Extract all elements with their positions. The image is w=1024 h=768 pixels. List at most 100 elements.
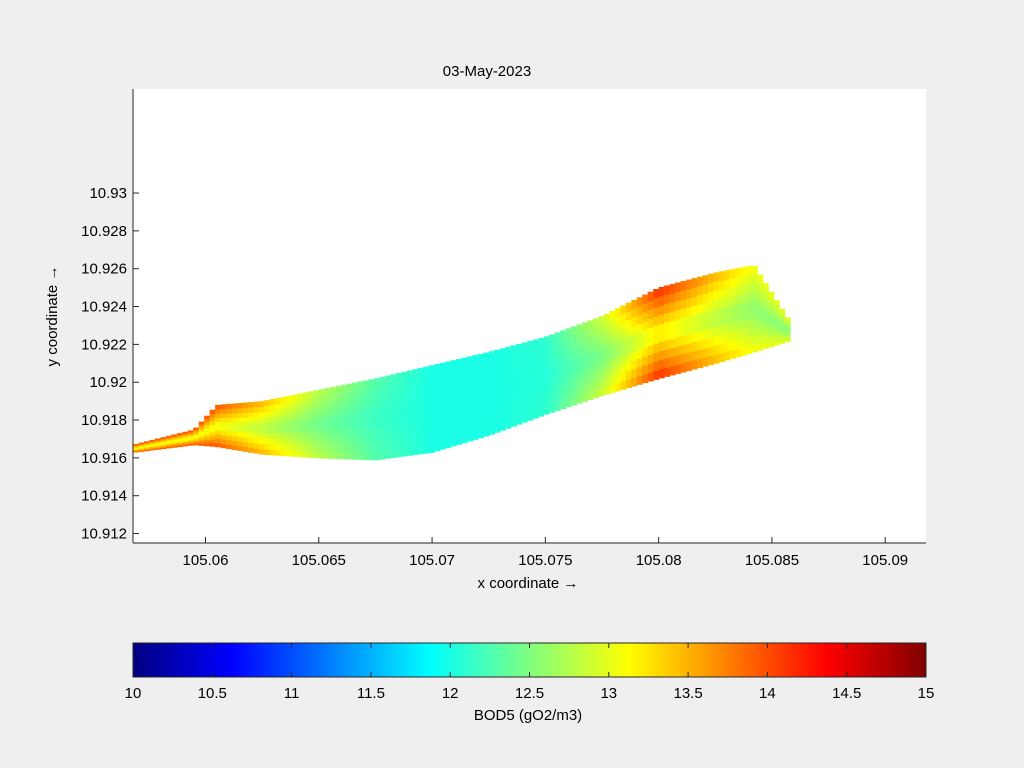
- colorbar-tick-label: 10: [125, 685, 142, 702]
- colorbar: [132, 642, 927, 678]
- field-cell: [395, 389, 402, 399]
- field-cell: [165, 438, 172, 441]
- field-cell: [133, 451, 140, 453]
- field-cell: [198, 440, 205, 444]
- field-cell: [242, 412, 249, 418]
- field-cell: [620, 313, 627, 323]
- field-cell: [472, 422, 479, 432]
- field-cell: [450, 403, 457, 413]
- field-cell: [406, 429, 413, 439]
- field-cell: [231, 426, 238, 432]
- field-cell: [773, 309, 780, 315]
- field-cell: [138, 444, 145, 446]
- field-cell: [768, 341, 775, 348]
- field-cell: [346, 451, 353, 460]
- field-cell: [379, 376, 386, 386]
- field-cell: [165, 443, 172, 445]
- x-tick-label: 105.075: [518, 552, 572, 569]
- field-cell: [516, 351, 523, 361]
- field-cell: [510, 361, 517, 371]
- field-cell: [483, 419, 490, 429]
- field-cell: [768, 291, 775, 298]
- field-cell: [226, 430, 233, 436]
- y-tick-label: 10.916: [81, 450, 127, 467]
- field-cell: [160, 445, 167, 447]
- field-cell: [297, 393, 304, 401]
- field-cell: [779, 329, 786, 334]
- field-cell: [614, 357, 621, 367]
- field-cell: [768, 302, 775, 309]
- field-cell: [598, 324, 605, 333]
- field-cell: [757, 274, 764, 283]
- field-cell: [226, 435, 233, 441]
- field-cell: [538, 337, 545, 347]
- field-cell: [297, 425, 304, 432]
- field-cell: [187, 433, 194, 436]
- field-cell: [138, 446, 145, 448]
- field-cell: [598, 363, 605, 373]
- field-cell: [198, 435, 205, 439]
- field-cell: [297, 412, 304, 420]
- field-cell: [193, 431, 200, 434]
- field-cell: [631, 334, 638, 344]
- field-cell: [636, 305, 643, 316]
- field-cell: [505, 371, 512, 380]
- field-cell: [357, 412, 364, 421]
- field-cell: [592, 342, 600, 351]
- field-cell: [193, 439, 200, 442]
- field-cell: [220, 421, 227, 427]
- field-cell: [642, 294, 649, 304]
- field-cell: [636, 314, 643, 324]
- field-cell: [603, 313, 610, 323]
- field-cell: [483, 410, 490, 420]
- field-cell: [576, 355, 583, 365]
- field-cell: [757, 327, 764, 336]
- field-cell: [680, 335, 687, 346]
- field-cell: [204, 433, 211, 438]
- field-cell: [417, 410, 424, 421]
- field-cell: [302, 392, 309, 400]
- field-cell: [625, 362, 632, 372]
- field-cell: [713, 335, 720, 346]
- field-cell: [291, 450, 298, 457]
- field-cell: [779, 325, 786, 331]
- field-cell: [182, 433, 189, 436]
- field-cell: [390, 432, 397, 442]
- field-cell: [204, 421, 211, 426]
- field-cell: [603, 369, 610, 379]
- field-cell: [209, 424, 216, 429]
- chart-title: 03-May-2023: [443, 63, 531, 80]
- field-cell: [209, 413, 216, 418]
- field-cell: [247, 432, 255, 438]
- field-cell: [357, 451, 364, 460]
- field-cell: [352, 382, 359, 391]
- field-cell: [286, 401, 293, 409]
- field-cell: [253, 411, 260, 418]
- field-cell: [373, 451, 380, 461]
- field-cell: [702, 356, 709, 367]
- field-cell: [456, 367, 463, 377]
- field-cell: [653, 361, 660, 371]
- x-tick-label: 105.065: [292, 552, 346, 569]
- field-cell: [592, 318, 600, 327]
- field-cell: [330, 422, 337, 431]
- field-cell: [658, 359, 665, 370]
- field-cell: [302, 437, 309, 445]
- field-cell: [215, 425, 222, 431]
- field-cell: [253, 401, 260, 408]
- field-cell: [505, 419, 512, 429]
- field-cell: [718, 280, 725, 290]
- field-cell: [352, 397, 359, 407]
- field-cell: [237, 440, 244, 447]
- field-cell: [193, 443, 200, 446]
- field-cell: [675, 309, 682, 320]
- field-cell: [746, 327, 753, 337]
- field-cell: [499, 397, 506, 407]
- field-cell: [357, 435, 364, 445]
- field-cell: [477, 429, 485, 439]
- field-cell: [669, 338, 676, 349]
- field-cell: [280, 432, 287, 439]
- field-cell: [324, 444, 331, 452]
- field-cell: [696, 358, 704, 369]
- field-cell: [762, 296, 769, 304]
